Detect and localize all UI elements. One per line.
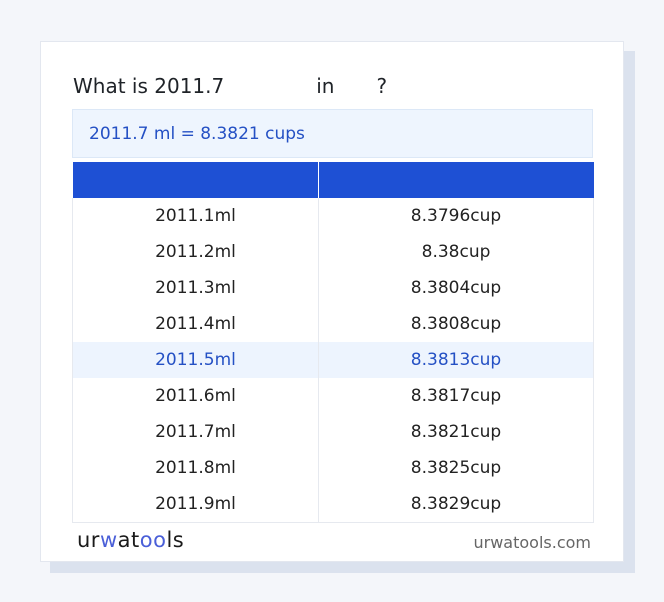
table-row: 2011.1ml 8.3796cup: [71, 198, 594, 234]
conversion-result: 2011.7 ml = 8.3821 cups: [72, 109, 593, 158]
cup-cell: 8.3813cup: [318, 342, 594, 378]
cup-cell: 8.3817cup: [318, 378, 594, 414]
question-suffix: ?: [376, 74, 388, 98]
question-middle: in: [316, 74, 335, 98]
site-url[interactable]: urwatools.com: [473, 533, 592, 552]
ml-cell: 2011.1ml: [71, 198, 320, 234]
cup-cell: 8.38cup: [318, 234, 594, 270]
cup-cell: 8.3796cup: [318, 198, 594, 234]
table-row: 2011.2ml 8.38cup: [71, 234, 594, 270]
question-prefix: What is 2011.7: [73, 74, 225, 98]
urwatools-logo[interactable]: urwatools: [77, 528, 185, 552]
table-row: 2011.9ml 8.3829cup: [71, 486, 594, 523]
table-row: 2011.4ml 8.3808cup: [71, 306, 594, 342]
ml-cell: 2011.7ml: [71, 414, 320, 450]
cup-cell: 8.3804cup: [318, 270, 594, 306]
conversion-table: 2011.1ml 8.3796cup 2011.2ml 8.38cup 2011.3ml…: [71, 162, 594, 523]
table-header-row: [72, 162, 594, 198]
cup-cell: 8.3829cup: [318, 486, 594, 523]
ml-cell: 2011.6ml: [71, 378, 320, 414]
cup-cell: 8.3808cup: [318, 306, 594, 342]
header-cup: [318, 162, 594, 198]
cup-cell: 8.3825cup: [318, 450, 594, 486]
table-row: 2011.5ml 8.3813cup: [71, 342, 594, 378]
ml-cell: 2011.9ml: [71, 486, 320, 523]
ml-cell: 2011.8ml: [71, 450, 320, 486]
converter-card: What is 2011.7 in? 2011.7 ml = 8.3821 cup…: [40, 41, 624, 562]
ml-cell: 2011.4ml: [71, 306, 320, 342]
table-row: 2011.7ml 8.3821cup: [71, 414, 594, 450]
ml-cell: 2011.3ml: [71, 270, 320, 306]
ml-cell: 2011.5ml: [71, 342, 320, 378]
table-row: 2011.3ml 8.3804cup: [71, 270, 594, 306]
question-title: What is 2011.7 in?: [73, 74, 387, 98]
cup-cell: 8.3821cup: [318, 414, 594, 450]
header-ml: [72, 162, 320, 198]
table-row: 2011.8ml 8.3825cup: [71, 450, 594, 486]
table-row: 2011.6ml 8.3817cup: [71, 378, 594, 414]
ml-cell: 2011.2ml: [71, 234, 320, 270]
